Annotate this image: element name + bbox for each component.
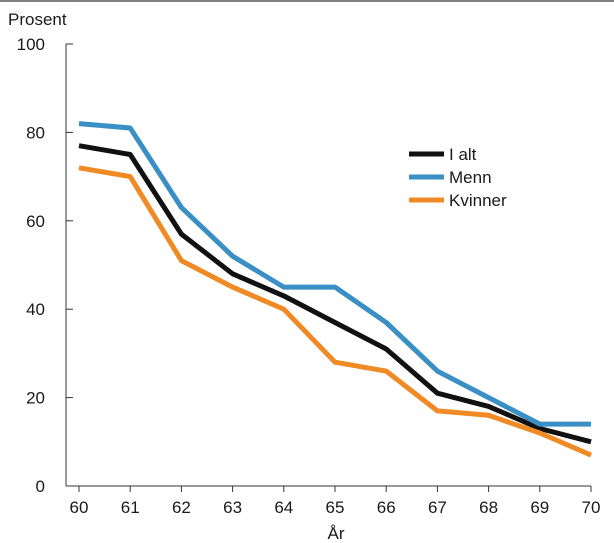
- series-line-kvinner: [78, 165, 592, 458]
- y-tick-label: 80: [26, 123, 45, 142]
- series-lines: [78, 121, 592, 458]
- x-tick-label: 68: [479, 498, 498, 517]
- x-tick-label: 61: [121, 498, 140, 517]
- y-axis-label: Prosent: [8, 10, 67, 29]
- x-tick-label: 60: [70, 498, 89, 517]
- y-tick-label: 40: [26, 300, 45, 319]
- x-tick-label: 69: [530, 498, 549, 517]
- x-tick-label: 62: [172, 498, 191, 517]
- legend-label: Menn: [449, 168, 492, 187]
- x-tick-label: 66: [377, 498, 396, 517]
- legend-label: Kvinner: [449, 191, 507, 210]
- x-tick-label: 70: [582, 498, 601, 517]
- x-tick-label: 67: [428, 498, 447, 517]
- y-tick-label: 20: [26, 389, 45, 408]
- x-axis-label: År: [328, 524, 345, 543]
- series-line-i-alt: [78, 143, 592, 445]
- legend-label: I alt: [449, 145, 477, 164]
- y-tick-label: 0: [36, 477, 45, 496]
- series-line-menn: [78, 121, 591, 427]
- y-tick-label: 100: [17, 35, 45, 54]
- x-tick-label: 65: [326, 498, 345, 517]
- x-tick-label: 64: [274, 498, 293, 517]
- axes: 0 20 40 60 80 100 60 61 62 63 64 65 66 67 68 69 70: [17, 35, 601, 517]
- y-tick-label: 60: [26, 212, 45, 231]
- x-tick-label: 63: [223, 498, 242, 517]
- legend: I alt Menn Kvinner: [399, 141, 532, 218]
